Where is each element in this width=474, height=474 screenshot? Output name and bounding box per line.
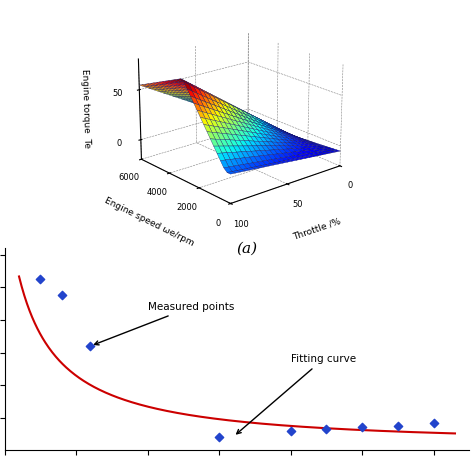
Point bbox=[322, 425, 330, 433]
Point bbox=[394, 422, 401, 429]
Point bbox=[36, 275, 44, 283]
Point bbox=[58, 292, 66, 299]
Point bbox=[287, 427, 294, 435]
Point bbox=[358, 424, 366, 431]
Text: Measured points: Measured points bbox=[94, 302, 234, 345]
Y-axis label: Engine speed ωe/rpm: Engine speed ωe/rpm bbox=[103, 196, 196, 248]
Text: Fitting curve: Fitting curve bbox=[237, 354, 356, 434]
X-axis label: Throttle /%: Throttle /% bbox=[292, 216, 342, 241]
Text: (a): (a) bbox=[236, 242, 257, 256]
Point bbox=[215, 433, 223, 441]
Point bbox=[87, 342, 94, 350]
Point bbox=[430, 419, 438, 427]
